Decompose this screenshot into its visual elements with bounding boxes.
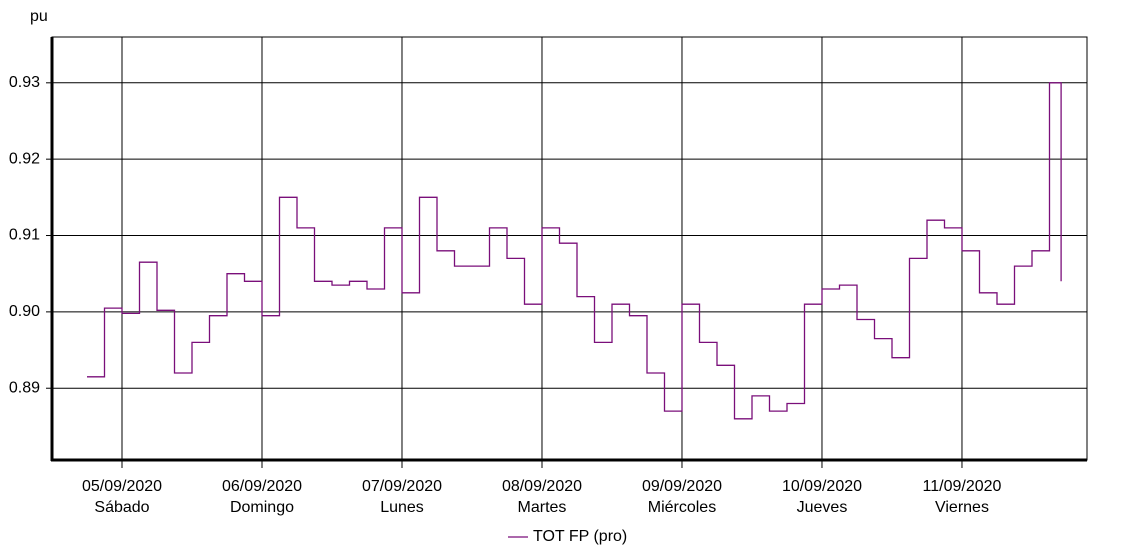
legend-label: TOT FP (pro) — [533, 528, 627, 545]
plot-frame — [51, 36, 1088, 461]
x-tick-weekday: Viernes — [935, 499, 989, 516]
x-tick-weekday: Lunes — [380, 499, 424, 516]
x-tick-label: 11/09/2020 — [923, 478, 1002, 495]
x-tick-weekday: Domingo — [230, 499, 294, 516]
x-tick-label: 05/09/2020 — [82, 478, 162, 495]
x-tick-label: 08/09/2020 — [502, 478, 582, 495]
x-tick-weekday: Jueves — [797, 499, 848, 516]
y-tick-label: 0.91 — [9, 227, 40, 244]
x-tick-label: 10/09/2020 — [782, 478, 862, 495]
y-axis-label: pu — [30, 8, 48, 25]
y-tick-label: 0.92 — [9, 150, 40, 167]
x-tick-label: 09/09/2020 — [642, 478, 722, 495]
x-tick-weekday: Martes — [518, 499, 567, 516]
x-tick-label: 07/09/2020 — [362, 478, 442, 495]
y-tick-label: 0.93 — [9, 74, 40, 91]
y-tick-label: 0.89 — [9, 379, 40, 396]
x-tick-label: 06/09/2020 — [222, 478, 302, 495]
y-tick-label: 0.90 — [9, 303, 40, 320]
data-line — [87, 82, 1062, 420]
x-tick-weekday: Miércoles — [648, 499, 716, 516]
x-tick-weekday: Sábado — [94, 499, 149, 516]
